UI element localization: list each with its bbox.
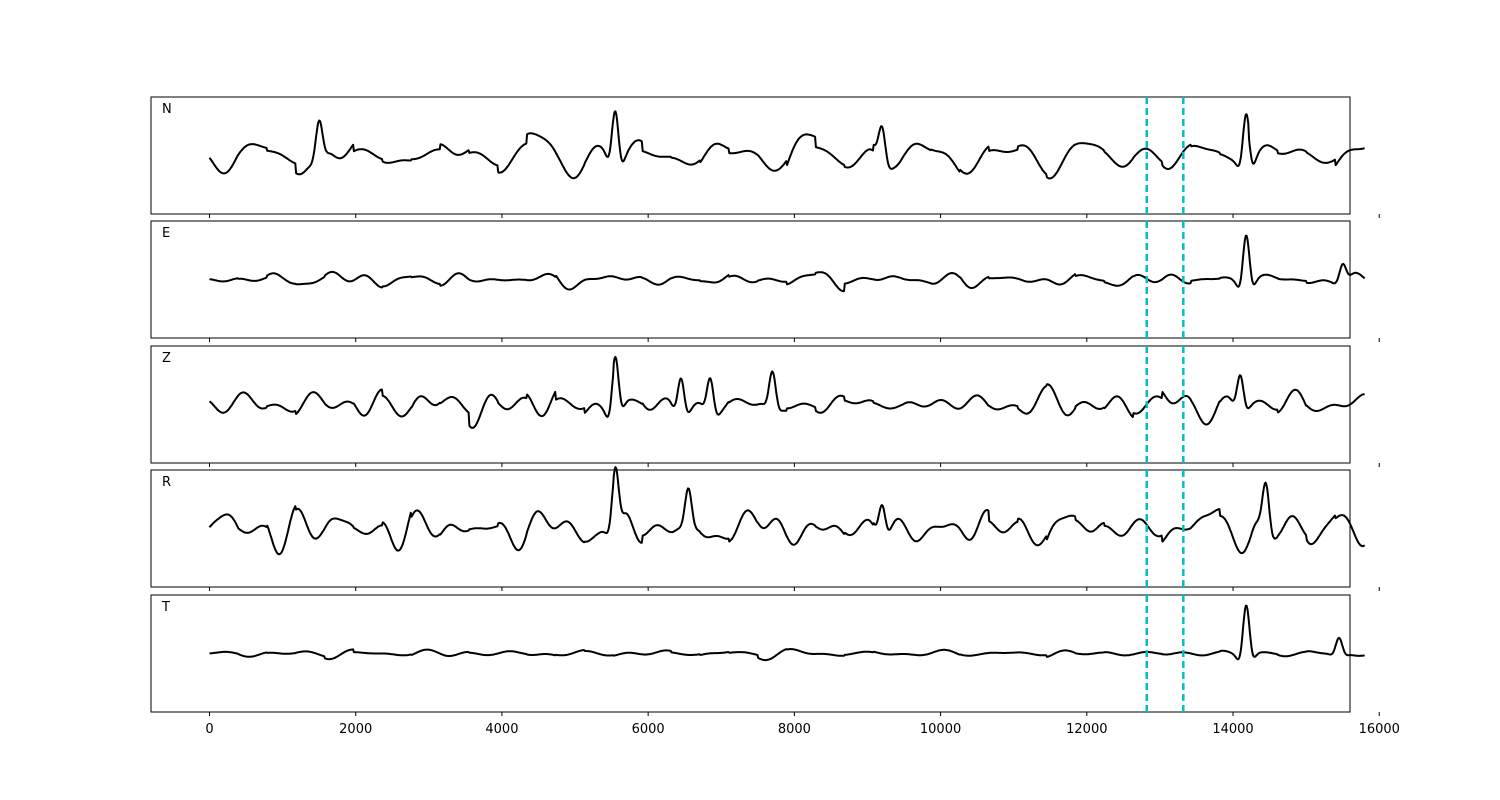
trace-panel-r: R	[150, 466, 1380, 591]
trace-panel-t: T	[150, 594, 1380, 716]
x-tick-label: 4000	[485, 722, 518, 737]
x-tick-label: 14000	[1212, 722, 1253, 737]
trace-panel-e: E	[150, 220, 1380, 342]
x-tick-label: 8000	[778, 722, 811, 737]
trace-label-z: Z	[162, 351, 171, 366]
trace-line-z	[208, 355, 1365, 429]
x-tick-label: 12000	[1066, 722, 1107, 737]
trace-line-n	[208, 110, 1365, 180]
trace-panel-n: N	[150, 96, 1380, 218]
trace-label-r: R	[162, 475, 171, 490]
trace-line-r	[208, 466, 1366, 556]
trace-panel-z: Z	[150, 345, 1380, 467]
trace-label-e: E	[162, 226, 170, 241]
trace-label-n: N	[162, 102, 172, 117]
panel-frame	[150, 469, 1351, 588]
trace-label-t: T	[161, 600, 170, 615]
trace-line-e	[209, 234, 1366, 293]
trace-line-t	[209, 604, 1365, 662]
x-tick-label: 10000	[920, 722, 961, 737]
x-tick-label: 6000	[632, 722, 665, 737]
x-tick-label: 0	[205, 722, 213, 737]
panel-frame	[150, 220, 1351, 339]
x-tick-label: 16000	[1359, 722, 1400, 737]
panel-frame	[150, 96, 1351, 215]
x-tick-label: 2000	[339, 722, 372, 737]
